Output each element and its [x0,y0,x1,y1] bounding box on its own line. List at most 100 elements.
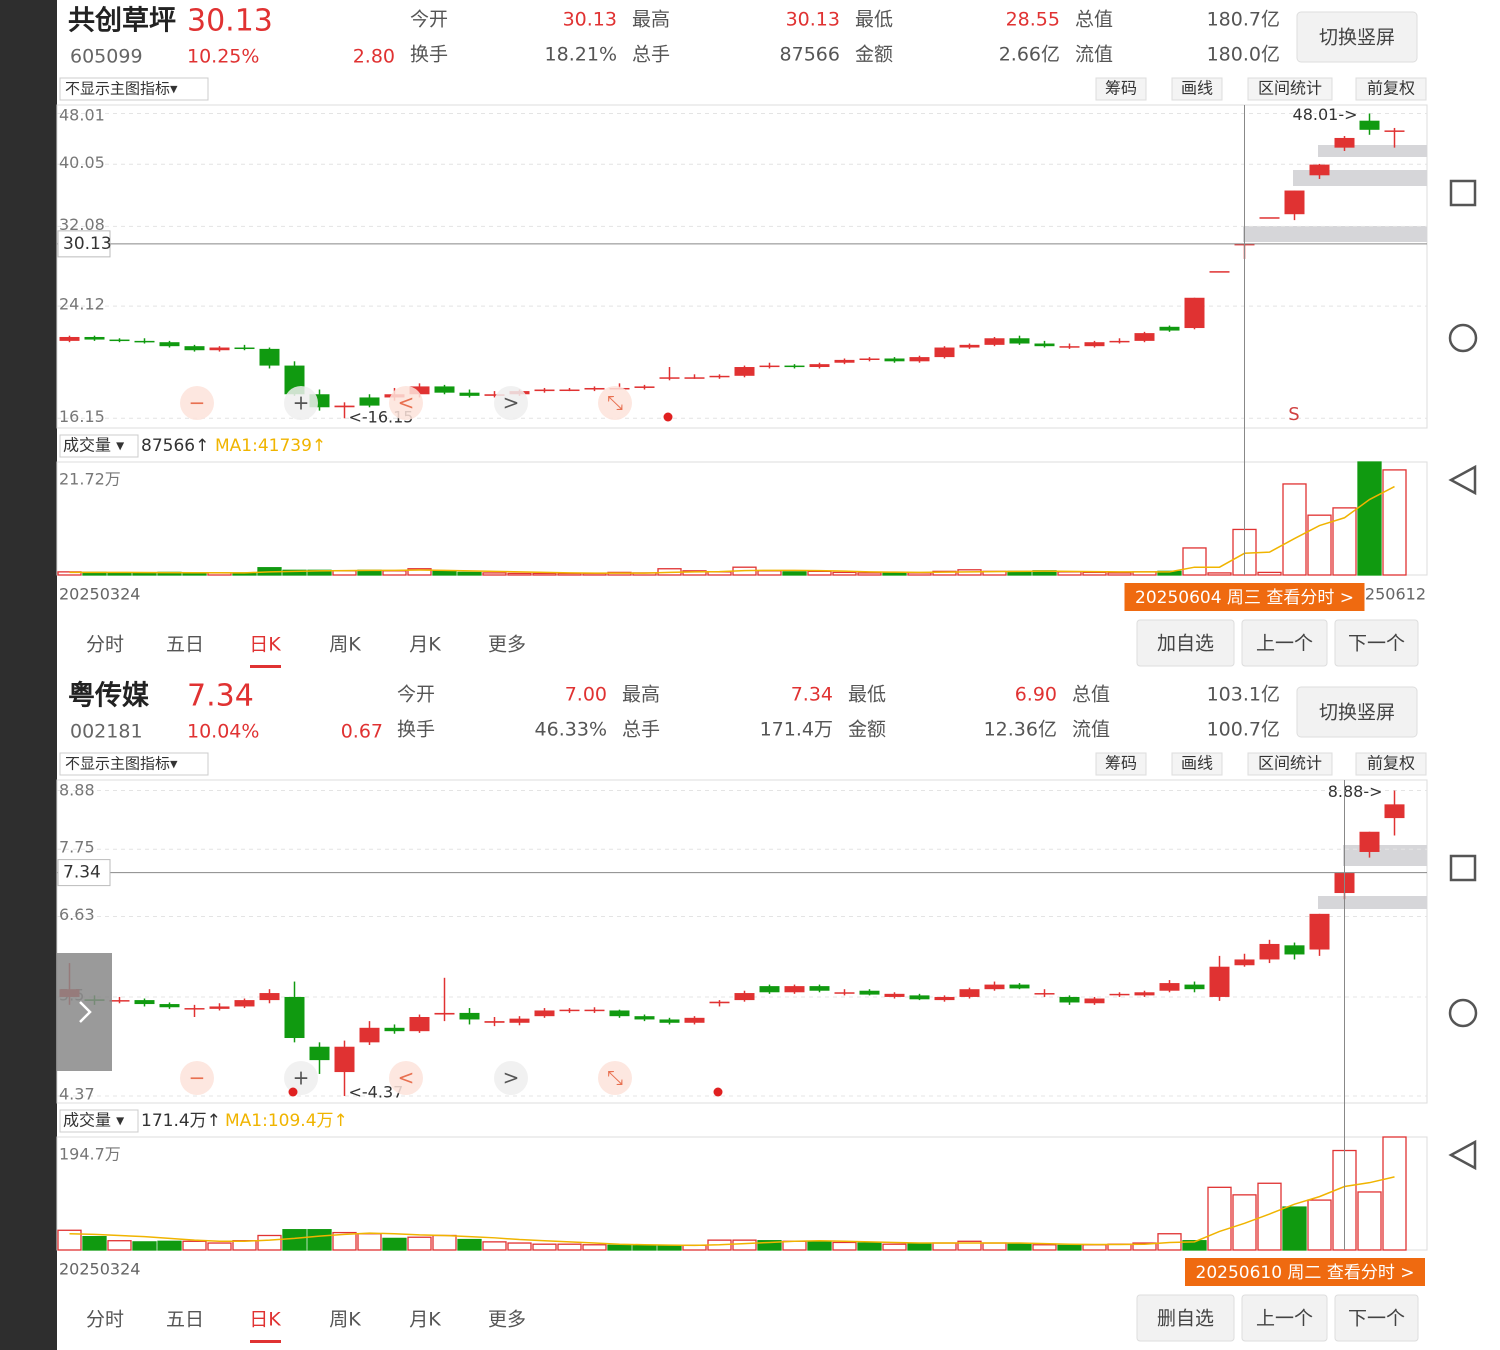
tool-button[interactable] [1247,77,1333,101]
volume-bar [807,570,832,576]
chart-control[interactable] [180,386,214,420]
stat-value: 12.36亿 [984,719,1057,741]
stat-label: 换手 [410,44,448,66]
y-tick-label: 7.75 [59,838,95,857]
stat-value: 87566 [780,44,840,66]
volume-bar [82,1236,107,1251]
volume-bar [832,571,857,576]
candle-body [659,377,680,379]
volume-bar [132,1241,157,1251]
indicator-label: 不显示主图指标▾ [65,755,178,773]
chart-control[interactable] [284,386,318,420]
candle-body [1334,137,1355,148]
period-tab: 五日 [166,634,204,656]
nav-square[interactable] [1449,179,1477,207]
volume-bar [932,1242,957,1251]
candle-body [184,346,205,351]
volume-select[interactable] [59,434,139,458]
volume-select[interactable] [59,1109,139,1133]
volume-ma [69,1176,1395,1247]
candle-body [934,347,955,358]
volume-bar [532,572,557,576]
chart-control[interactable] [389,1061,423,1095]
action-button[interactable] [1136,619,1235,667]
candle-body [109,1000,130,1002]
volume-bar [482,1241,507,1251]
nav-circle[interactable] [1448,323,1478,353]
candle-body [1059,996,1080,1003]
volume-tick-label: 21.72万 [59,470,121,489]
side-tab[interactable] [57,953,112,1071]
candle-body [909,357,930,362]
candle-body [1184,297,1205,329]
volume-bar [332,1231,357,1251]
nav-circle[interactable] [1448,998,1478,1028]
candle-body [1284,945,1305,955]
stat-value: 7.00 [565,684,607,706]
candle-body [434,386,455,393]
tool-button[interactable] [1171,77,1223,101]
candle-body [1309,164,1330,176]
tooltip-box[interactable] [1124,583,1365,611]
volume-bar [882,1243,907,1251]
chart-control[interactable] [598,1061,632,1095]
chart-control-icon: + [293,391,310,415]
chart-control[interactable] [180,1061,214,1095]
action-button[interactable] [1334,619,1419,667]
candle-body [959,344,980,348]
candle-body [1159,983,1180,991]
candle-body [159,1004,180,1008]
volume-bar [732,1239,757,1251]
nav-back[interactable] [1448,464,1477,496]
tool-button[interactable] [1247,752,1333,776]
action-label: 上一个 [1256,633,1313,655]
tool-button[interactable] [1355,752,1427,776]
tooltip-box[interactable] [1185,1258,1425,1286]
tool-button[interactable] [1355,77,1427,101]
action-button[interactable] [1334,1294,1419,1342]
volume-header-value: 171.4万↑ [141,1111,221,1131]
period-tab: 周K [329,634,361,656]
stock-code: 002181 [70,721,143,743]
nav-square[interactable] [1449,854,1477,882]
rotate-button[interactable] [1296,686,1418,738]
nav-back[interactable] [1448,1139,1477,1171]
action-button[interactable] [1136,1294,1235,1342]
candle-body [334,405,355,408]
action-button[interactable] [1241,1294,1328,1342]
volume-bar [382,1237,407,1251]
stat-label: 流值 [1075,44,1113,66]
y-tick-label: 6.63 [59,905,95,924]
tool-button[interactable] [1095,752,1147,776]
volume-header-ma: MA1:41739↑ [215,436,326,456]
candle-body [1059,346,1080,348]
volume-bar [232,1240,257,1251]
candle-body [609,1010,630,1017]
candle-body [584,387,605,390]
rotate-button[interactable] [1296,11,1418,63]
stock-price: 7.34 [187,679,254,714]
tool-label: 筹码 [1105,754,1137,773]
tab-underline [250,1340,281,1343]
candle-body [1134,992,1155,996]
chart-control[interactable] [284,1061,318,1095]
indicator-select[interactable] [59,77,209,101]
chart-control[interactable] [598,386,632,420]
indicator-select[interactable] [59,752,209,776]
tab-underline [250,665,281,668]
candle-body [359,397,380,406]
volume-bar [632,1244,657,1251]
tool-button[interactable] [1095,77,1147,101]
chart-control[interactable] [389,386,423,420]
candle-body [709,375,730,378]
tool-button[interactable] [1171,752,1223,776]
change-pct: 10.25% [187,46,259,68]
chart-control[interactable] [494,386,528,420]
chart-control[interactable] [494,1061,528,1095]
volume-bar [982,1242,1007,1251]
action-label: 删自选 [1157,1308,1214,1330]
stock-code: 605099 [70,46,143,68]
action-button[interactable] [1241,619,1328,667]
volume-bar [1282,1206,1307,1251]
